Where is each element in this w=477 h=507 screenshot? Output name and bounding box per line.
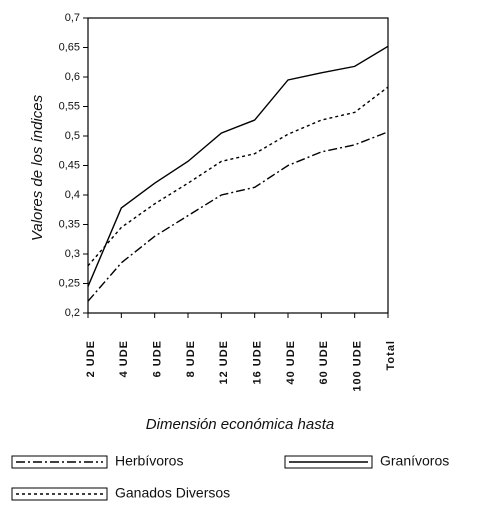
y-tick-label: 0,6 [65,71,80,83]
y-tick-label: 0,45 [59,159,80,171]
legend-swatch [284,455,373,469]
x-tick-label: 40 UDE [285,340,297,385]
y-tick-label: 0,3 [65,248,80,260]
x-axis-label: Dimensión económica hasta [146,416,334,433]
series-line [87,86,389,267]
legend-label: Granívoros [380,453,449,469]
y-tick-label: 0,35 [59,218,80,230]
y-tick-label: 0,55 [59,100,80,112]
y-tick-label: 0,4 [65,189,80,201]
series-line [87,131,389,302]
y-tick-label: 0,65 [59,41,80,53]
series-line [87,45,389,287]
x-tick-label: 16 UDE [252,340,264,385]
x-tick-label: 6 UDE [152,340,164,377]
plot-frame [87,17,389,314]
legend-label: Ganados Diversos [115,485,230,501]
x-tick-label: 12 UDE [218,340,230,385]
x-tick-label: 60 UDE [318,340,330,385]
x-tick-label: 100 UDE [352,340,364,392]
legend-swatch [11,487,108,501]
y-axis-label: Valores de los índices [29,94,46,241]
x-tick-label: 4 UDE [118,340,130,377]
legend-swatch [11,455,108,469]
y-tick-label: 0,2 [65,307,80,319]
y-tick-label: 0,25 [59,277,80,289]
y-tick-label: 0,5 [65,130,80,142]
legend-label: Herbívoros [115,453,183,469]
x-tick-label: 8 UDE [185,340,197,377]
x-tick-label: Total [385,340,397,370]
x-tick-label: 2 UDE [85,340,97,377]
y-tick-label: 0,7 [65,12,80,24]
